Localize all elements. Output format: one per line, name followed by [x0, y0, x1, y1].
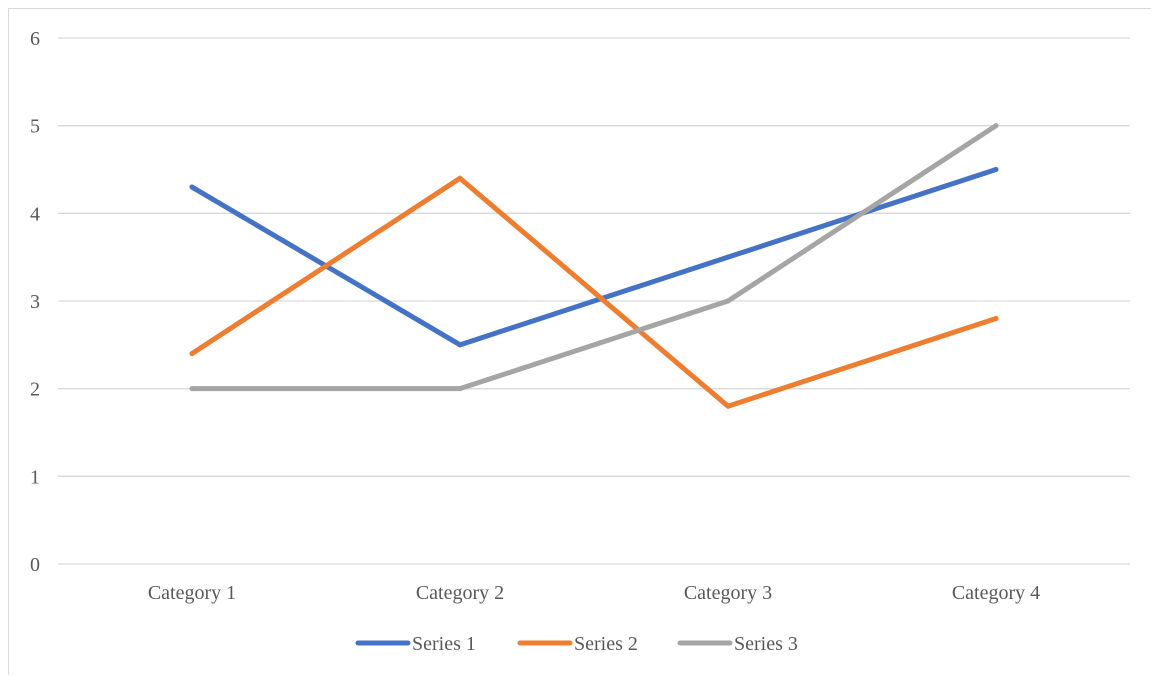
data-point	[725, 403, 731, 409]
data-point	[189, 184, 195, 190]
data-point	[993, 123, 999, 129]
x-tick-label: Category 2	[416, 582, 504, 604]
y-tick-label: 2	[30, 379, 40, 401]
data-point	[993, 316, 999, 322]
data-point	[993, 167, 999, 172]
y-axis-tick-labels: 0 1 2 3 4 5 6	[30, 28, 40, 576]
legend-label: Series 3	[734, 633, 798, 655]
legend: Series 1 Series 2 Series 3	[355, 633, 798, 655]
x-tick-label: Category 4	[952, 582, 1040, 604]
series-line-1	[189, 167, 999, 348]
data-point	[457, 342, 463, 348]
y-tick-label: 1	[30, 466, 40, 488]
series-line-2	[189, 175, 999, 409]
y-tick-label: 3	[30, 291, 40, 313]
series-lines	[189, 123, 999, 409]
legend-label: Series 2	[574, 633, 638, 655]
y-tick-label: 0	[30, 554, 40, 576]
data-point	[457, 175, 463, 181]
series-line-3	[189, 123, 999, 392]
x-tick-label: Category 3	[684, 582, 772, 604]
data-point	[189, 386, 195, 392]
data-point	[189, 351, 195, 357]
data-point	[457, 386, 463, 392]
y-tick-label: 4	[30, 203, 40, 225]
y-tick-label: 6	[30, 28, 40, 50]
x-tick-label: Category 1	[148, 582, 236, 604]
x-axis-tick-labels: Category 1 Category 2 Category 3 Category 4	[148, 582, 1040, 604]
y-tick-label: 5	[30, 116, 40, 138]
legend-label: Series 1	[412, 633, 476, 655]
gridlines	[58, 37, 1130, 565]
data-point	[725, 298, 731, 304]
data-point	[725, 254, 731, 260]
